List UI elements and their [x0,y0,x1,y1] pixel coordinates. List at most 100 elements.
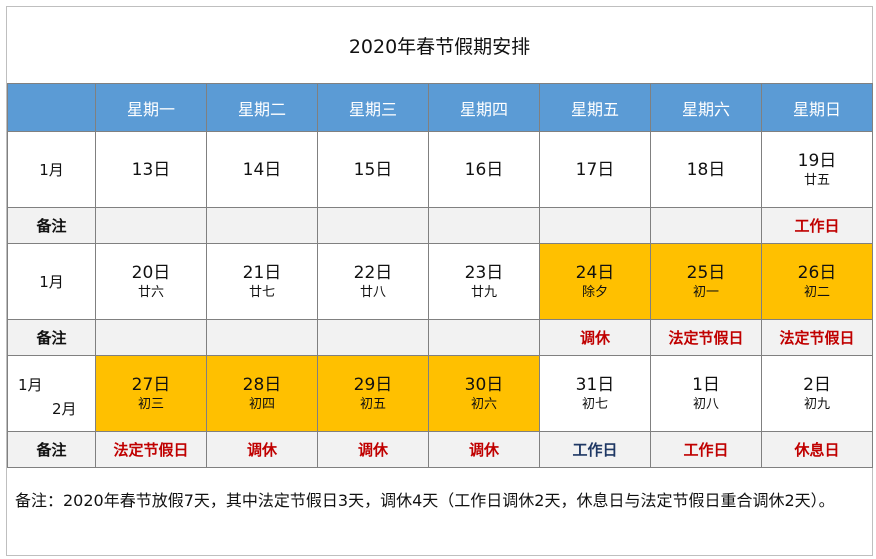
day-date: 21日 [242,262,282,283]
day-date: 31日 [575,374,615,395]
day-cell: 17日 [539,131,651,208]
note-label: 备注 [7,319,96,356]
weekday-header-sun: 星期日 [761,83,873,132]
day-date: 1日 [692,374,720,395]
day-date: 29日 [353,374,393,395]
lunar-date: 廿九 [470,284,497,300]
note-cell [206,207,318,244]
day-date: 14日 [242,159,282,180]
lunar-date: 除夕 [581,284,608,300]
note-cell [650,207,762,244]
note-cell: 工作日 [539,431,651,468]
holiday-day-cell: 27日 初三 [95,355,207,432]
lunar-date: 初一 [692,284,719,300]
weekday-header-wed: 星期三 [317,83,429,132]
note-cell [95,319,207,356]
note-cell [317,207,429,244]
day-date: 20日 [131,262,171,283]
week-2-note-row: 备注 调休 法定节假日 法定节假日 [7,319,873,356]
note-cell: 工作日 [650,431,762,468]
lunar-date: 初三 [137,396,164,412]
lunar-date: 初七 [581,396,608,412]
day-date: 18日 [686,159,726,180]
note-cell: 法定节假日 [650,319,762,356]
day-cell: 2日 初九 [761,355,873,432]
day-cell: 14日 [206,131,318,208]
day-date: 17日 [575,159,615,180]
week-1-note-row: 备注 工作日 [7,207,873,244]
day-cell: 20日 廿六 [95,243,207,320]
lunar-date: 初六 [470,396,497,412]
day-cell: 16日 [428,131,540,208]
day-date: 22日 [353,262,393,283]
note-cell [95,207,207,244]
note-cell: 法定节假日 [761,319,873,356]
weekday-header-tue: 星期二 [206,83,318,132]
note-cell: 调休 [317,431,429,468]
lunar-date: 廿七 [248,284,275,300]
note-cell: 调休 [428,431,540,468]
week-3-date-row: 1月 2月 27日 初三 28日 初四 29日 初五 30日 初六 31日 初七 1日 初八… [7,355,873,432]
holiday-calendar-table: 星期一 星期二 星期三 星期四 星期五 星期六 星期日 1月 13日 14日 1… [7,83,873,468]
day-date: 27日 [131,374,171,395]
day-cell: 21日 廿七 [206,243,318,320]
day-date: 15日 [353,159,393,180]
weekday-header-mon: 星期一 [95,83,207,132]
lunar-date: 初八 [692,396,719,412]
week-1-date-row: 1月 13日 14日 15日 16日 17日 18日 19日 廿五 [7,131,873,208]
day-date: 23日 [464,262,504,283]
note-label: 备注 [7,207,96,244]
note-cell: 工作日 [761,207,873,244]
day-date: 2日 [803,374,831,395]
day-cell: 22日 廿八 [317,243,429,320]
holiday-day-cell: 24日 除夕 [539,243,651,320]
lunar-date: 初四 [248,396,275,412]
lunar-date: 廿五 [803,172,830,188]
day-date: 26日 [797,262,837,283]
week-2-date-row: 1月 20日 廿六 21日 廿七 22日 廿八 23日 廿九 24日 除夕 25日 初一 2… [7,243,873,320]
holiday-day-cell: 30日 初六 [428,355,540,432]
day-cell: 15日 [317,131,429,208]
note-cell: 调休 [539,319,651,356]
weekday-header-thu: 星期四 [428,83,540,132]
day-date: 24日 [575,262,615,283]
day-date: 13日 [131,159,171,180]
day-cell: 1日 初八 [650,355,762,432]
note-cell [206,319,318,356]
holiday-day-cell: 29日 初五 [317,355,429,432]
note-cell: 法定节假日 [95,431,207,468]
week-3-note-row: 备注 法定节假日 调休 调休 调休 工作日 工作日 休息日 [7,431,873,468]
lunar-date: 初九 [803,396,830,412]
weekday-header-sat: 星期六 [650,83,762,132]
day-date: 30日 [464,374,504,395]
holiday-day-cell: 25日 初一 [650,243,762,320]
day-cell: 23日 廿九 [428,243,540,320]
day-cell: 31日 初七 [539,355,651,432]
holiday-day-cell: 28日 初四 [206,355,318,432]
note-cell [539,207,651,244]
month-label: 1月 [7,243,96,320]
day-date: 16日 [464,159,504,180]
month-label: 1月 [7,131,96,208]
note-cell [428,319,540,356]
lunar-date: 初二 [803,284,830,300]
lunar-date: 初五 [359,396,386,412]
note-cell [428,207,540,244]
weekday-header-row: 星期一 星期二 星期三 星期四 星期五 星期六 星期日 [7,83,873,132]
day-date: 25日 [686,262,726,283]
day-cell: 18日 [650,131,762,208]
lunar-date: 廿六 [137,284,164,300]
month-label: 2月 [52,400,77,418]
day-cell: 19日 廿五 [761,131,873,208]
page-title: 2020年春节假期安排 [348,35,531,58]
schedule-sheet: 2020年春节假期安排 星期一 星期二 星期三 星期四 星期五 星期六 星期日 … [6,6,873,556]
note-cell: 调休 [206,431,318,468]
note-label: 备注 [7,431,96,468]
weekday-header-fri: 星期五 [539,83,651,132]
note-cell: 休息日 [761,431,873,468]
holiday-day-cell: 26日 初二 [761,243,873,320]
lunar-date: 廿八 [359,284,386,300]
month-label-cell: 1月 2月 [7,355,96,432]
day-date: 28日 [242,374,282,395]
day-date: 19日 [797,150,837,171]
